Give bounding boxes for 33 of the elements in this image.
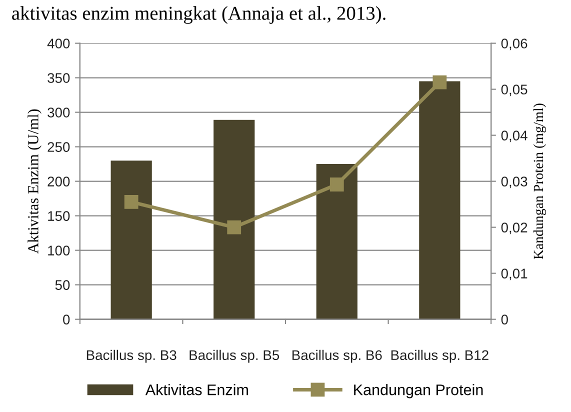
bar	[214, 120, 255, 320]
y2-tick-label: 0,01	[501, 268, 528, 280]
y-tick-label: 250	[48, 142, 70, 152]
bar	[110, 160, 152, 320]
point	[330, 178, 344, 192]
x-tick-label: Bacillus sp. B3	[86, 350, 176, 363]
bar	[419, 81, 460, 320]
y-tick-label: 150	[48, 211, 70, 221]
point	[124, 195, 138, 209]
y2-tick-label: 0,06	[501, 38, 528, 50]
point	[432, 75, 447, 90]
bar	[316, 164, 358, 320]
y2-tick-label: 0,02	[501, 222, 528, 234]
point	[227, 220, 242, 234]
y-tick-label: 350	[48, 73, 70, 83]
y2-tick-label: 0,03	[501, 176, 528, 188]
y2-axis-title: Kandungan Protein (mg/ml)	[533, 104, 546, 260]
legend-label: Aktivitas Enzim	[145, 384, 248, 396]
y2-tick-label: 0,04	[501, 130, 528, 142]
x-tick-label: Bacillus sp. B6	[292, 350, 382, 363]
y-tick-label: 50	[55, 280, 70, 290]
y2-tick-label: 0	[501, 314, 508, 324]
y-tick-label: 300	[48, 108, 70, 118]
x-tick-label: Bacillus sp. B12	[391, 350, 488, 363]
text: aktivitas enzim meningkat (Annaja et al., 2013).	[12, 6, 386, 24]
legend-label: Kandungan Protein	[354, 384, 483, 398]
y-tick-label: 200	[48, 176, 70, 186]
y-tick-label: 400	[47, 38, 70, 48]
x-tick-label: Bacillus sp. B5	[190, 350, 280, 363]
y2-tick-label: 0,05	[501, 84, 528, 96]
y-tick-label: 0	[63, 314, 70, 324]
y-axis-title: Aktivitas Enzim (U/ml)	[28, 109, 42, 254]
y-tick-label: 100	[48, 246, 70, 256]
